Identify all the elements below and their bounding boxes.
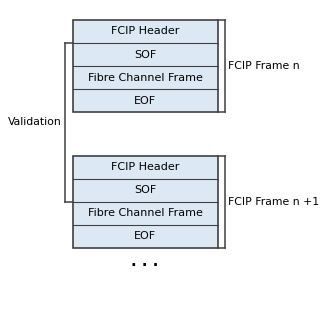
Text: SOF: SOF xyxy=(134,185,156,195)
Text: Fibre Channel Frame: Fibre Channel Frame xyxy=(88,208,203,218)
Text: . . .: . . . xyxy=(131,254,159,269)
Text: FCIP Header: FCIP Header xyxy=(111,162,179,172)
Bar xyxy=(73,156,217,248)
Text: EOF: EOF xyxy=(134,231,156,241)
Text: Validation: Validation xyxy=(8,117,62,128)
Text: FCIP Header: FCIP Header xyxy=(111,26,179,36)
Text: SOF: SOF xyxy=(134,49,156,60)
Text: FCIP Frame n +1: FCIP Frame n +1 xyxy=(228,197,319,207)
Text: EOF: EOF xyxy=(134,96,156,106)
Text: Fibre Channel Frame: Fibre Channel Frame xyxy=(88,73,203,83)
Text: FCIP Frame n: FCIP Frame n xyxy=(228,61,300,71)
Bar xyxy=(73,20,217,112)
